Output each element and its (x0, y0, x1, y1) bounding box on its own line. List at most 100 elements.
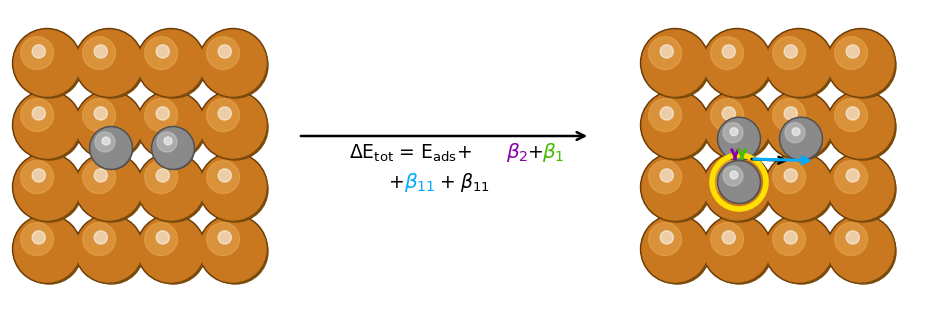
Circle shape (660, 45, 673, 58)
Circle shape (703, 152, 771, 221)
Circle shape (138, 154, 204, 220)
Circle shape (12, 91, 81, 160)
Circle shape (710, 160, 743, 194)
Circle shape (721, 164, 760, 203)
Circle shape (17, 95, 82, 160)
Circle shape (32, 107, 45, 120)
Circle shape (846, 107, 859, 120)
Circle shape (138, 216, 204, 282)
Circle shape (714, 164, 764, 213)
Circle shape (649, 99, 681, 132)
Circle shape (148, 226, 197, 276)
Circle shape (776, 102, 826, 151)
Circle shape (730, 171, 738, 179)
Circle shape (642, 216, 708, 282)
Circle shape (649, 160, 681, 194)
Circle shape (772, 223, 806, 256)
Circle shape (141, 95, 206, 160)
Circle shape (776, 164, 826, 213)
Circle shape (203, 33, 268, 98)
Circle shape (718, 117, 761, 160)
Circle shape (207, 37, 240, 70)
Circle shape (704, 154, 770, 220)
Circle shape (82, 99, 116, 132)
Circle shape (835, 160, 868, 194)
Circle shape (82, 37, 116, 70)
Circle shape (651, 226, 701, 276)
Circle shape (776, 226, 826, 276)
Circle shape (831, 33, 896, 98)
Circle shape (17, 157, 82, 222)
Circle shape (207, 99, 240, 132)
Circle shape (76, 154, 142, 220)
Text: $\Delta$E$_{\mathregular{tot}}$ = E$_{\mathregular{ads}}$+: $\Delta$E$_{\mathregular{tot}}$ = E$_{\m… (349, 142, 472, 164)
Circle shape (719, 119, 759, 159)
Circle shape (210, 40, 259, 89)
Circle shape (645, 33, 710, 98)
Circle shape (141, 157, 206, 222)
Circle shape (144, 37, 178, 70)
Circle shape (719, 162, 759, 202)
Circle shape (156, 231, 169, 244)
Circle shape (730, 128, 738, 136)
Circle shape (200, 30, 266, 96)
Circle shape (660, 107, 673, 120)
Circle shape (12, 152, 81, 221)
Circle shape (200, 216, 266, 282)
Circle shape (826, 29, 896, 98)
Circle shape (781, 119, 821, 159)
Circle shape (776, 40, 826, 89)
Circle shape (210, 102, 259, 151)
Circle shape (645, 157, 710, 222)
Circle shape (14, 216, 80, 282)
Circle shape (838, 40, 887, 89)
Circle shape (704, 216, 770, 282)
Circle shape (137, 29, 206, 98)
Circle shape (828, 154, 894, 220)
Circle shape (772, 160, 806, 194)
Circle shape (24, 226, 73, 276)
Circle shape (703, 215, 771, 284)
Circle shape (826, 215, 896, 284)
Circle shape (76, 92, 142, 158)
Circle shape (148, 102, 197, 151)
Circle shape (76, 30, 142, 96)
Text: $\beta_2$: $\beta_2$ (506, 142, 528, 165)
Circle shape (838, 226, 887, 276)
Circle shape (784, 107, 797, 120)
Circle shape (21, 160, 53, 194)
Text: +: + (389, 174, 411, 193)
Circle shape (198, 91, 268, 160)
Circle shape (93, 130, 132, 169)
Circle shape (766, 216, 832, 282)
Circle shape (765, 29, 833, 98)
Circle shape (766, 30, 832, 96)
Circle shape (772, 99, 806, 132)
Circle shape (86, 164, 136, 213)
Circle shape (710, 37, 743, 70)
Circle shape (218, 231, 231, 244)
Circle shape (846, 45, 859, 58)
Circle shape (76, 216, 142, 282)
Circle shape (640, 152, 709, 221)
Circle shape (159, 134, 189, 164)
Circle shape (828, 216, 894, 282)
Circle shape (846, 169, 859, 182)
Circle shape (75, 215, 143, 284)
Circle shape (649, 223, 681, 256)
Circle shape (12, 29, 81, 98)
Circle shape (152, 127, 195, 169)
Circle shape (723, 231, 736, 244)
Circle shape (14, 92, 80, 158)
Circle shape (156, 107, 169, 120)
Circle shape (660, 169, 673, 182)
Circle shape (148, 164, 197, 213)
Circle shape (835, 37, 868, 70)
Circle shape (207, 223, 240, 256)
Circle shape (769, 219, 834, 284)
Circle shape (95, 169, 108, 182)
Circle shape (141, 219, 206, 284)
Circle shape (725, 125, 755, 155)
Circle shape (640, 29, 709, 98)
Circle shape (14, 30, 80, 96)
